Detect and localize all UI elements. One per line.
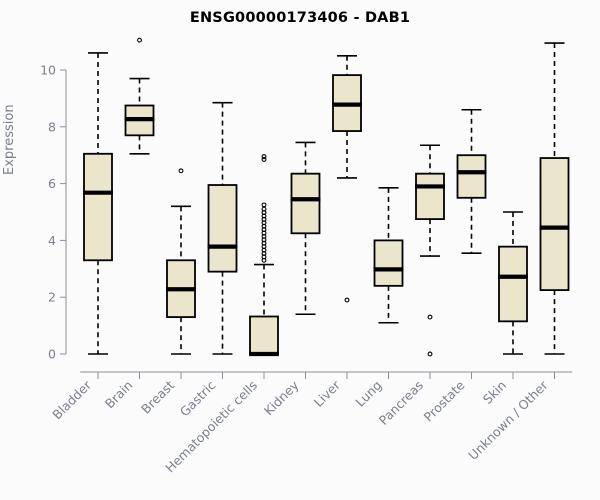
outlier-point	[261, 154, 267, 160]
x-axis-category-label: Prostate	[421, 377, 468, 424]
x-axis-category-label: Bladder	[49, 377, 94, 422]
outlier-point	[178, 168, 184, 174]
box-iqr	[83, 152, 113, 262]
y-axis: 0 2 4 6 8 10	[40, 63, 67, 362]
box-plot-item	[207, 101, 238, 355]
box-plot-item	[83, 52, 113, 355]
box-plot-item	[166, 168, 196, 355]
box-iqr	[373, 239, 404, 287]
x-axis-category-label: Skin	[480, 378, 509, 407]
outlier-point	[344, 297, 350, 303]
page-title: ENSG00000173406 - DAB1	[189, 10, 411, 26]
box-plot-item	[498, 211, 528, 355]
box-iqr	[207, 184, 238, 273]
box-plot-item	[290, 141, 321, 316]
y-axis-tick-label: 10	[40, 63, 56, 78]
x-axis-category-label: Gastric	[177, 377, 219, 419]
box-plot-item	[124, 37, 155, 155]
box-plot-item	[415, 144, 445, 357]
box-plot-item	[373, 187, 404, 324]
box-plot-item	[456, 108, 487, 254]
box-iqr	[498, 245, 528, 323]
outlier-point	[261, 202, 267, 208]
outlier-point	[261, 157, 267, 162]
box-iqr	[456, 154, 487, 199]
x-axis-category-label: Breast	[138, 377, 177, 416]
y-axis-tick-label: 6	[48, 176, 56, 191]
x-axis-category-label: Kidney	[261, 377, 302, 418]
x-axis-category-label: Liver	[311, 377, 344, 410]
box-plot-item	[332, 55, 362, 303]
outlier-point	[427, 351, 433, 357]
box-iqr	[415, 172, 445, 221]
box-plot-item	[539, 42, 570, 355]
box-plot-item	[249, 154, 279, 357]
outlier-point	[137, 37, 142, 43]
box-iqr	[539, 157, 570, 291]
x-axis-category-label: Unknown / Other	[465, 377, 551, 463]
x-axis-category-label: Pancreas	[376, 378, 426, 428]
x-axis	[80, 371, 573, 379]
x-axis-category-label: Lung	[352, 378, 384, 410]
outlier-point	[261, 257, 267, 263]
box-iqr	[249, 315, 279, 355]
outlier-point	[427, 314, 433, 320]
box-series	[83, 37, 570, 357]
y-axis-tick-label: 0	[48, 347, 56, 362]
x-axis-category-label: Brain	[102, 378, 136, 412]
y-axis-tick-label: 8	[48, 119, 56, 134]
y-axis-tick-label: 4	[48, 233, 56, 248]
box-iqr	[290, 172, 321, 235]
y-axis-tick-label: 2	[48, 290, 56, 305]
